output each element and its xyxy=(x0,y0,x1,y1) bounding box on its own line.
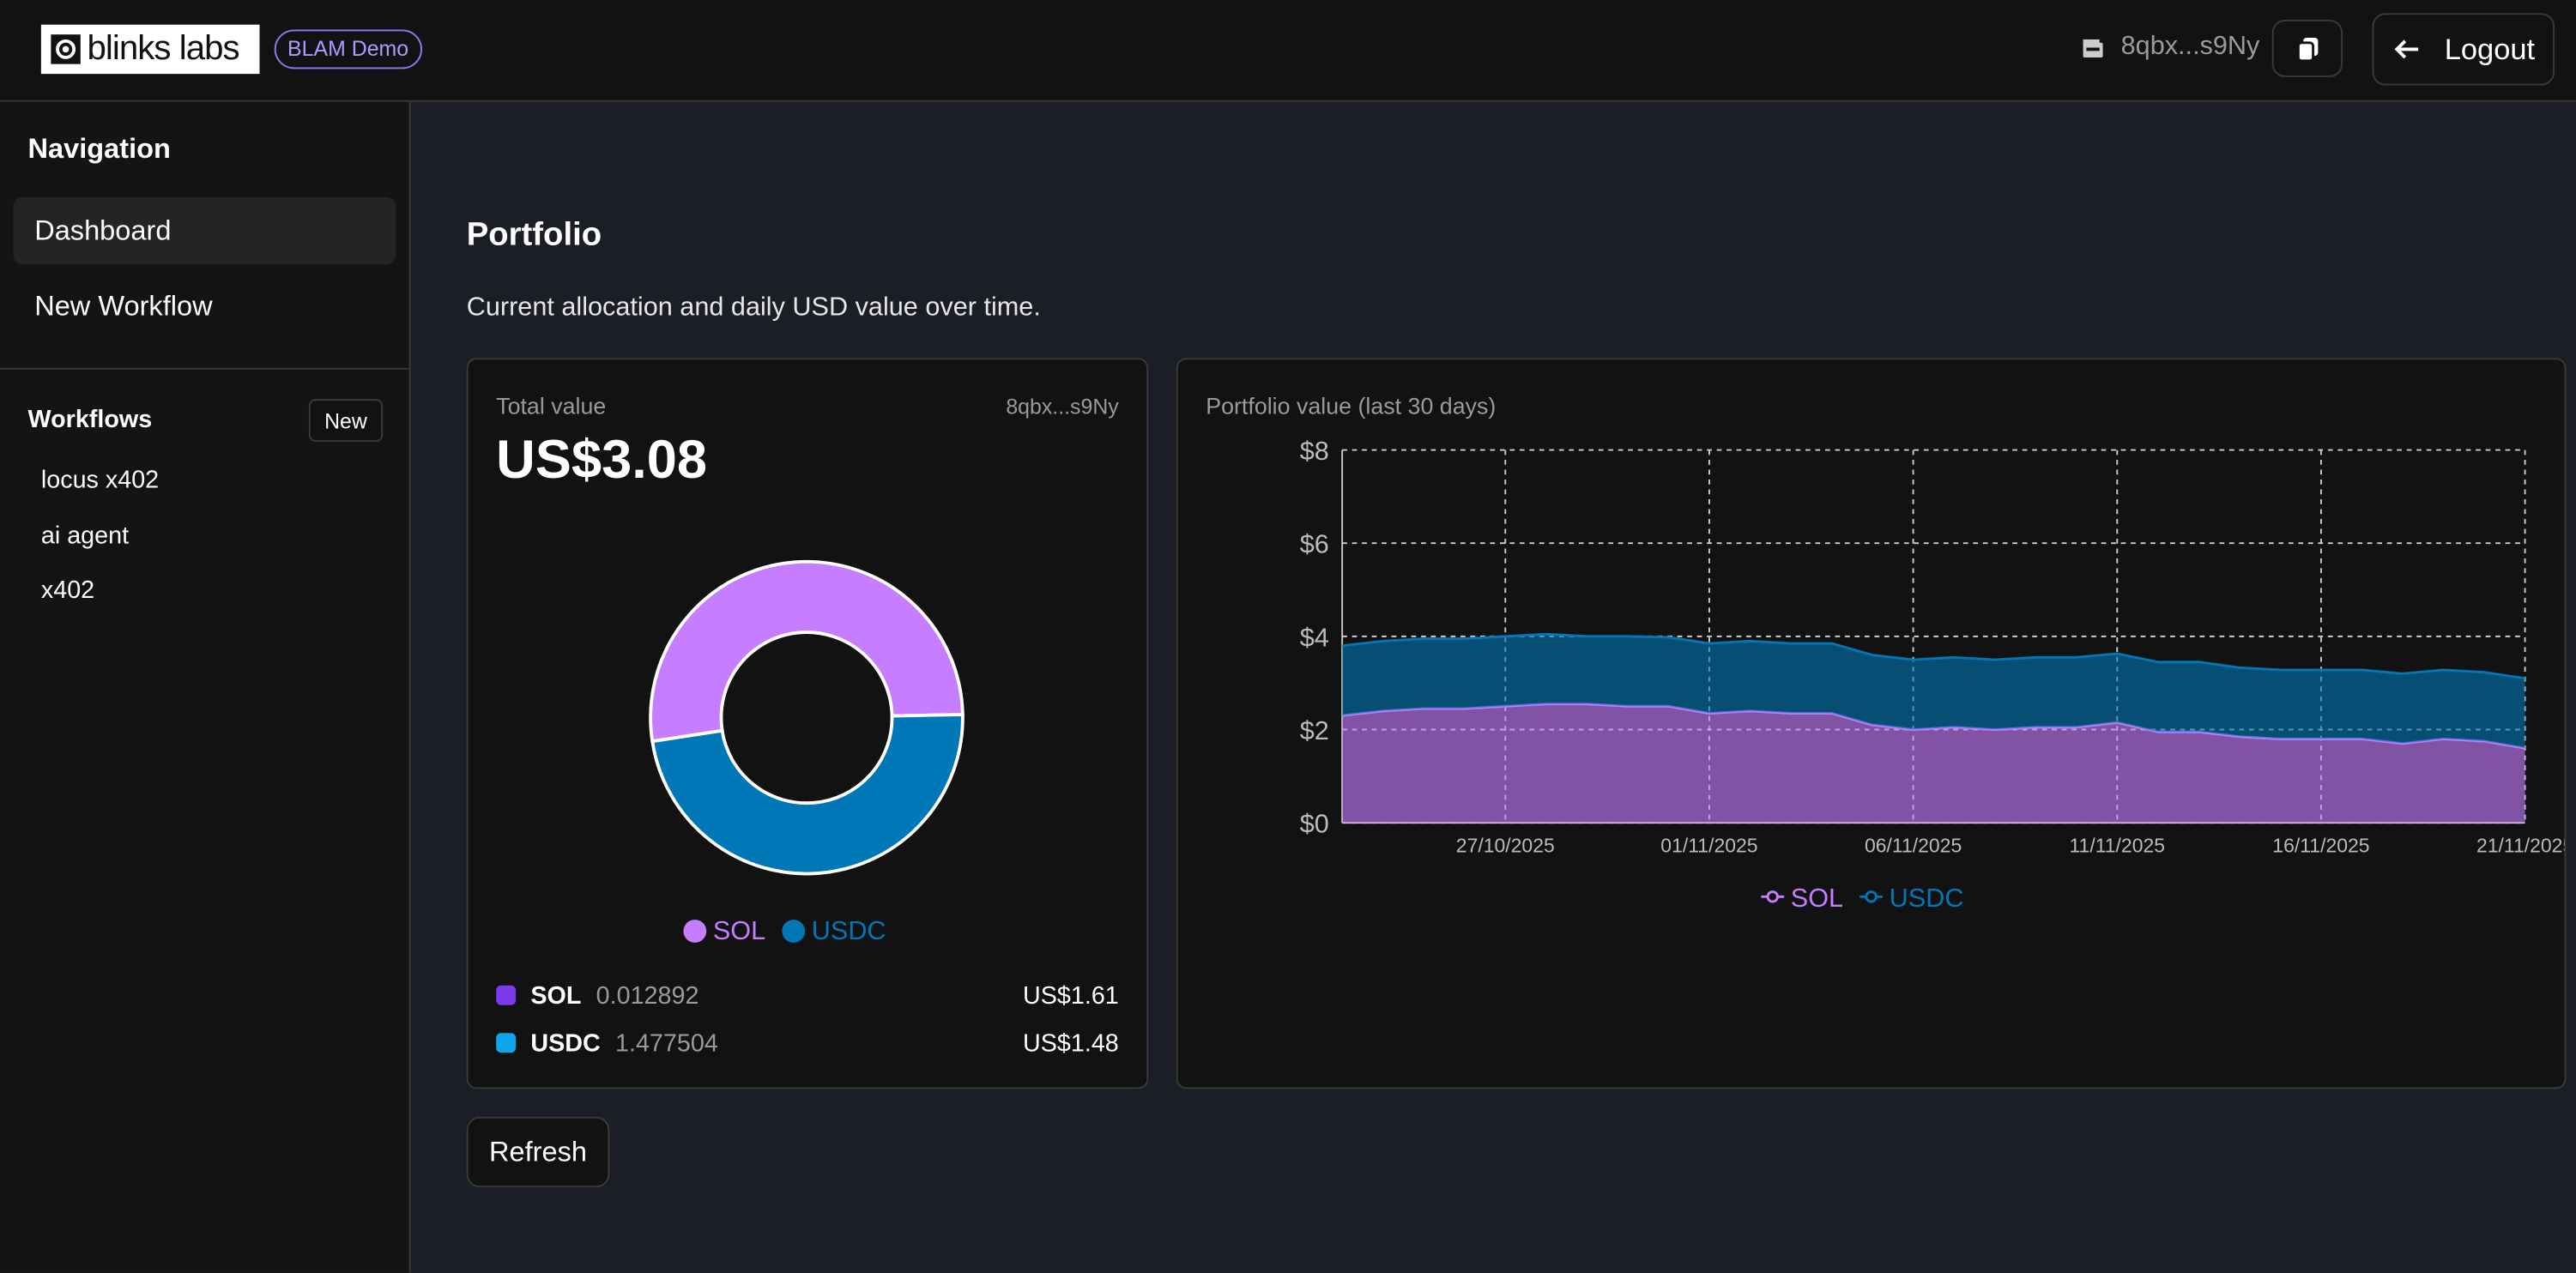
card-address: 8qbx...s9Ny xyxy=(1006,394,1119,419)
arrow-icon xyxy=(2394,39,2419,59)
wallet-icon xyxy=(2083,39,2103,58)
chart-title: Portfolio value (last 30 days) xyxy=(1206,393,1496,419)
y-tick-label: $6 xyxy=(1300,530,1329,559)
nav-title: Navigation xyxy=(27,133,171,165)
logo-text: blinks labs xyxy=(87,29,239,68)
badge: BLAM Demo xyxy=(274,29,422,69)
logo-icon xyxy=(51,34,81,64)
x-tick-label: 06/11/2025 xyxy=(1865,835,1962,857)
holding-symbol: SOL xyxy=(530,981,582,1011)
holding-row: SOL 0.012892 xyxy=(530,982,698,1011)
donut-slice xyxy=(650,713,964,876)
series-area xyxy=(1342,703,2525,824)
top-bar: blinks labs BLAM Demo 8qbx...s9Ny Logout xyxy=(0,0,2576,102)
legend-label: SOL xyxy=(1791,884,1843,913)
legend-marker xyxy=(1865,890,1878,903)
new-button[interactable]: New xyxy=(308,399,384,443)
series-area xyxy=(1342,634,2525,749)
nav-active-bg xyxy=(13,196,396,265)
y-tick-label: $0 xyxy=(1300,810,1329,839)
legend-dot xyxy=(683,920,707,943)
logout-label: Logout xyxy=(2444,32,2536,65)
summary-card: Total value 8qbx...s9Ny US$3.08 SOL USDC … xyxy=(466,358,1149,1089)
copy-button[interactable] xyxy=(2271,19,2343,77)
workflow-item[interactable]: x402 xyxy=(40,576,95,605)
y-tick-label: $4 xyxy=(1300,623,1329,652)
logo[interactable]: blinks labs xyxy=(40,24,260,75)
holding-swatch xyxy=(496,1033,517,1053)
holding-amount: 1.477504 xyxy=(615,1029,718,1058)
workflows-title: Workflows xyxy=(27,405,153,434)
holding-value: US$1.48 xyxy=(1023,1029,1119,1058)
legend-label: USDC xyxy=(1890,884,1964,913)
logout-button[interactable]: Logout xyxy=(2372,13,2555,86)
x-tick-label: 01/11/2025 xyxy=(1660,835,1757,857)
series-line xyxy=(1341,632,2525,680)
workflow-item[interactable]: locus x402 xyxy=(40,466,160,495)
holding-symbol: USDC xyxy=(530,1029,601,1058)
nav-item[interactable]: New Workflow xyxy=(34,290,213,323)
legend-dot xyxy=(782,920,806,943)
x-tick-label: 21/11/2025 xyxy=(2476,835,2565,857)
workflow-item[interactable]: ai agent xyxy=(40,522,130,551)
refresh-button[interactable]: Refresh xyxy=(466,1116,610,1188)
copy-icon xyxy=(2295,37,2318,62)
holding-swatch xyxy=(496,985,517,1005)
chart-card: Portfolio value (last 30 days) $0 $2 $4 $6 $8… xyxy=(1176,358,2567,1089)
legend-label: USDC xyxy=(812,916,886,945)
holding-value: US$1.61 xyxy=(1023,981,1119,1011)
x-tick-label: 27/10/2025 xyxy=(1456,835,1555,857)
y-tick-label: $8 xyxy=(1300,437,1329,466)
legend-label: SOL xyxy=(713,916,765,945)
total-label: Total value xyxy=(496,392,607,419)
holding-amount: 0.012892 xyxy=(596,981,699,1011)
wallet-address: 8qbx...s9Ny xyxy=(2120,33,2260,61)
x-tick-label: 16/11/2025 xyxy=(2272,835,2369,857)
legend-marker xyxy=(1766,890,1779,903)
area-chart: Portfolio value (last 30 days) $0 $2 $4 $6 $8… xyxy=(1206,393,2565,913)
nav-item[interactable]: Dashboard xyxy=(34,214,172,247)
total-value: US$3.08 xyxy=(496,428,708,490)
sidebar: Navigation Dashboard New Workflow Workfl… xyxy=(0,101,411,1273)
y-tick-label: $2 xyxy=(1300,716,1329,745)
donut-slice xyxy=(649,559,964,744)
divider xyxy=(0,367,409,370)
holding-row: USDC 1.477504 xyxy=(530,1029,717,1058)
donut-chart: SOL USDC xyxy=(649,559,964,945)
x-tick-label: 11/11/2025 xyxy=(2069,835,2165,857)
page-title: Portfolio xyxy=(466,216,602,253)
page-subtitle: Current allocation and daily USD value o… xyxy=(466,293,1041,323)
